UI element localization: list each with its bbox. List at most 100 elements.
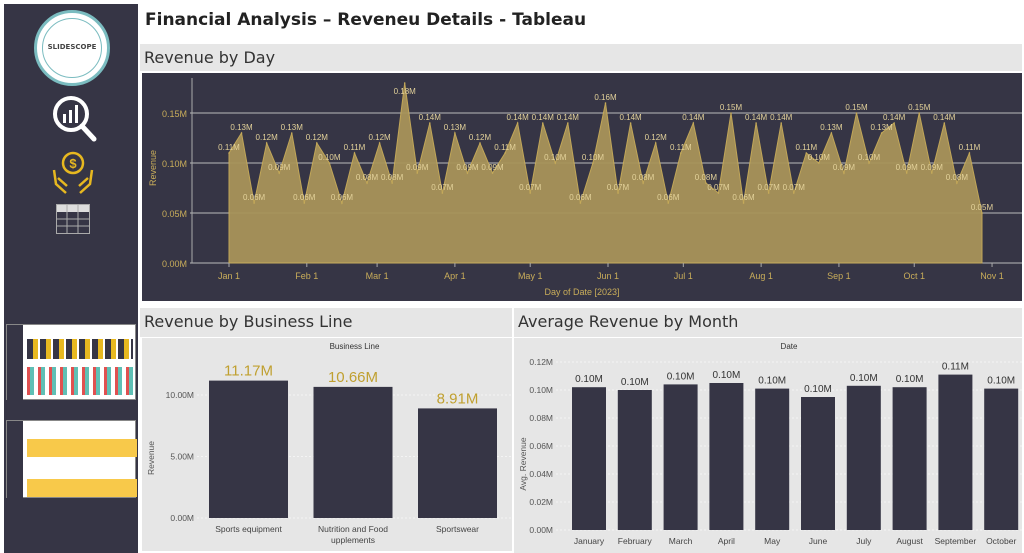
data-label: 0.09M — [268, 163, 291, 172]
bar-value-label: 0.10M — [758, 376, 786, 387]
data-point — [265, 142, 268, 144]
data-point — [905, 172, 908, 174]
y-tick-label: 0.12M — [529, 357, 553, 367]
y-tick-label: 0.00M — [162, 259, 187, 269]
bar — [846, 385, 881, 530]
data-label: 0.05M — [971, 203, 994, 212]
revenue-by-day-header: Revenue by Day — [140, 44, 1022, 71]
data-label: 0.12M — [306, 133, 329, 142]
data-point — [529, 192, 531, 194]
avg-month-chart[interactable]: 0.00M 0.02M 0.04M 0.06M 0.08M 0.10M 0.12M Date A… — [514, 338, 1022, 553]
revenue-by-day-chart[interactable]: 0.00M 0.05M 0.10M 0.15M 0.11M 0.13M 0.06M 0.12M… — [142, 73, 1022, 301]
y-tick-label: 0.00M — [529, 525, 553, 535]
data-label: 0.09M — [896, 163, 919, 172]
data-point — [554, 162, 557, 164]
bar-value-label: 0.10M — [896, 374, 924, 385]
data-label: 0.07M — [758, 183, 781, 192]
data-label: 0.08M — [695, 173, 718, 182]
dashboard-thumbnail-1[interactable] — [6, 324, 136, 400]
data-point — [730, 112, 732, 114]
bar — [572, 387, 606, 530]
bar — [892, 387, 927, 530]
data-point — [454, 132, 456, 134]
bar-value-label: 0.10M — [850, 373, 878, 384]
x-tick-label: May 1 — [518, 271, 543, 281]
data-point — [240, 132, 243, 134]
y-axis-title: Revenue — [146, 441, 156, 475]
data-label: 0.06M — [732, 193, 755, 202]
data-point — [617, 192, 619, 194]
data-point — [541, 122, 544, 124]
avg-month-header: Average Revenue by Month — [514, 308, 1022, 337]
bar-value-label: 0.10M — [987, 376, 1015, 387]
data-point — [353, 152, 356, 154]
data-label: 0.14M — [883, 113, 906, 122]
y-tick-label: 0.00M — [170, 513, 194, 523]
x-tick-label: Jun 1 — [597, 271, 619, 281]
logo-brand: SLIDESCOPE — [47, 43, 97, 51]
data-point — [843, 172, 845, 174]
data-label: 0.14M — [532, 113, 555, 122]
data-point — [830, 132, 833, 134]
data-point — [391, 182, 393, 184]
bar — [755, 388, 790, 530]
data-label: 0.08M — [946, 173, 969, 182]
x-tick-label: upplements — [331, 535, 375, 545]
data-label: 0.06M — [657, 193, 680, 202]
data-point — [893, 122, 895, 124]
x-tick-label: Sep 1 — [827, 271, 851, 281]
y-tick-label: 0.02M — [529, 497, 553, 507]
bar — [984, 388, 1019, 530]
data-point — [629, 122, 632, 124]
bar — [617, 390, 652, 530]
x-tick-label: October — [986, 536, 1016, 546]
x-tick-label: July — [856, 536, 872, 546]
data-point — [818, 162, 820, 164]
bar-value-label: 10.66M — [328, 369, 378, 386]
data-label: 0.14M — [933, 113, 956, 122]
business-line-chart[interactable]: 0.00M 5.00M 10.00M Business Line Revenue 11.1… — [142, 338, 512, 551]
data-point — [780, 122, 782, 124]
data-point — [567, 122, 569, 124]
logo[interactable]: SLIDESCOPE — [34, 10, 110, 86]
x-tick-label: Nutrition and Food — [318, 524, 388, 534]
data-label: 0.10M — [544, 153, 567, 162]
data-label: 0.15M — [845, 103, 868, 112]
data-label: 0.08M — [632, 173, 655, 182]
data-label: 0.14M — [619, 113, 642, 122]
data-label: 0.12M — [256, 133, 279, 142]
bar-value-label: 0.11M — [942, 362, 969, 373]
money-hands-icon[interactable]: $ — [50, 150, 96, 196]
x-tick-label: Nov 1 — [980, 271, 1004, 281]
bar-value-label: 0.10M — [804, 384, 832, 395]
dashboard-thumbnail-2[interactable] — [6, 420, 137, 498]
y-tick-label: 0.10M — [529, 385, 553, 395]
data-label: 0.10M — [582, 153, 605, 162]
y-tick-label: 0.15M — [162, 109, 187, 119]
data-point — [918, 112, 921, 114]
data-point — [416, 172, 419, 174]
analytics-search-icon[interactable] — [50, 94, 100, 144]
data-label: 0.13M — [870, 123, 893, 132]
data-label: 0.14M — [419, 113, 442, 122]
data-label: 0.06M — [331, 193, 354, 202]
data-label: 0.07M — [431, 183, 454, 192]
data-label: 0.09M — [456, 163, 479, 172]
data-label: 0.10M — [808, 153, 831, 162]
x-axis-title: Business Line — [330, 342, 380, 351]
table-icon[interactable] — [56, 204, 90, 234]
y-tick-label: 10.00M — [166, 390, 194, 400]
y-tick-label: 0.08M — [529, 413, 553, 423]
data-point — [403, 82, 406, 84]
data-label: 0.14M — [770, 113, 793, 122]
data-label: 0.11M — [795, 143, 817, 152]
page-title: Financial Analysis – Reveneu Details - T… — [145, 10, 587, 30]
y-tick-label: 0.10M — [162, 159, 187, 169]
x-tick-label: Apr 1 — [444, 271, 466, 281]
bar-value-label: 0.10M — [667, 371, 695, 382]
data-label: 0.18M — [394, 87, 417, 96]
data-point — [642, 182, 644, 184]
x-tick-label: Jul 1 — [674, 271, 693, 281]
data-point — [303, 202, 306, 204]
data-point — [717, 192, 720, 194]
